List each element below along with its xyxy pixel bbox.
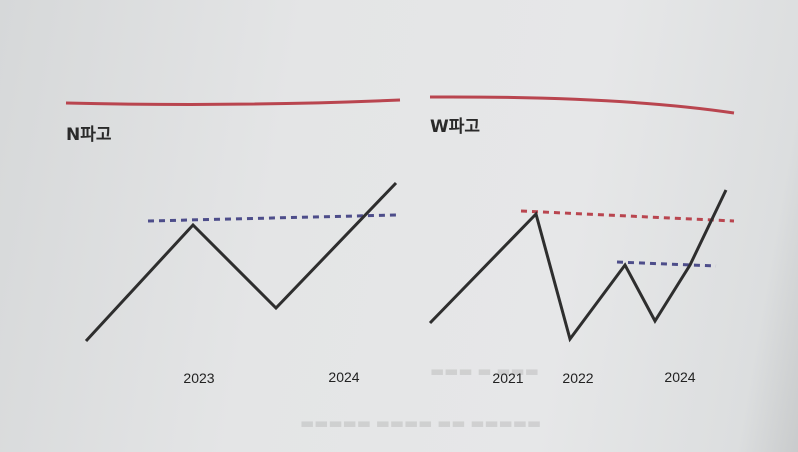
- bleed-through-text: ▬▬▬▬▬ ▬▬▬▬ ▬▬ ▬▬▬▬▬: [300, 414, 541, 432]
- resistance-dashed-line: [147, 213, 397, 223]
- panel-header-rule: [65, 98, 401, 106]
- resistance-dashed-line: [616, 260, 717, 268]
- year-label: 2024: [328, 369, 359, 385]
- year-label: 2022: [562, 370, 593, 386]
- panel-header-rule: [429, 95, 735, 115]
- panel-title: W파고: [430, 117, 480, 137]
- panel-w-wave: W파고 2021 2022 2024: [428, 95, 735, 386]
- bleed-through-text: ▬▬▬ ▬ ▬▬▬: [430, 362, 539, 380]
- panel-title: N파고: [66, 125, 112, 145]
- year-label: 2024: [664, 369, 695, 385]
- price-wave-line: [428, 189, 728, 343]
- year-label: 2023: [183, 370, 214, 386]
- previous-high-dashed-line: [520, 209, 735, 223]
- year-label: 2021: [492, 370, 523, 386]
- panel-n-wave: N파고 2023 2024: [65, 98, 401, 386]
- price-wave-line: [84, 181, 398, 343]
